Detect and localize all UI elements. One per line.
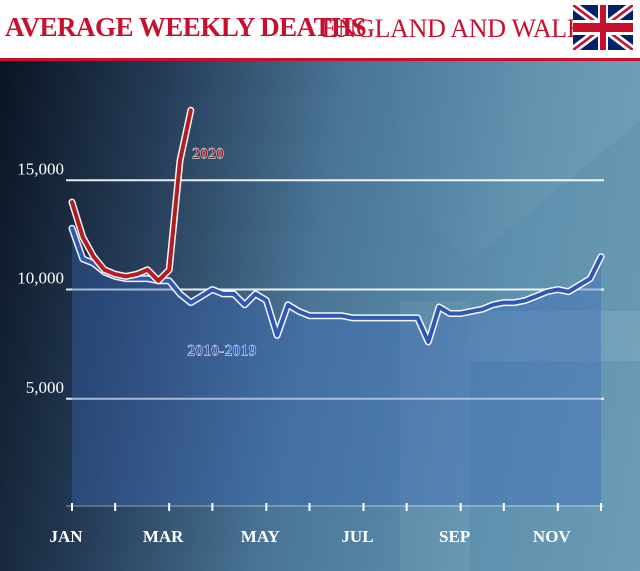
data-point bbox=[189, 301, 193, 305]
data-point bbox=[545, 290, 549, 294]
data-point bbox=[124, 274, 128, 278]
data-point bbox=[567, 290, 571, 294]
data-point bbox=[167, 279, 171, 283]
x-tick-label: SEP bbox=[439, 527, 470, 546]
chart-header: AVERAGE WEEKLY DEATHS ENGLAND AND WALES bbox=[0, 0, 640, 62]
data-point bbox=[372, 316, 376, 320]
data-point bbox=[480, 307, 484, 311]
data-point bbox=[146, 277, 150, 281]
chart-subtitle: ENGLAND AND WALES bbox=[322, 14, 597, 43]
data-point bbox=[329, 314, 333, 318]
data-point bbox=[92, 255, 96, 259]
y-tick-label: 10,000 bbox=[17, 269, 64, 288]
data-point bbox=[502, 301, 506, 305]
data-point bbox=[361, 316, 366, 320]
chart-title: AVERAGE WEEKLY DEATHS bbox=[5, 12, 367, 42]
data-point bbox=[210, 287, 214, 292]
data-point bbox=[307, 314, 312, 318]
data-point bbox=[459, 311, 463, 316]
data-point bbox=[469, 309, 473, 313]
header-divider bbox=[0, 58, 640, 61]
data-point bbox=[577, 283, 582, 287]
series-label-2010-2019: 2010-2019 bbox=[187, 342, 256, 359]
x-tick-label: MAR bbox=[143, 527, 184, 546]
data-point bbox=[286, 303, 290, 307]
data-point bbox=[81, 235, 85, 239]
data-point bbox=[200, 294, 204, 298]
data-point bbox=[394, 316, 398, 320]
data-point bbox=[221, 292, 225, 296]
data-point bbox=[156, 279, 160, 283]
data-point bbox=[534, 294, 538, 298]
data-point bbox=[167, 268, 171, 272]
data-point bbox=[556, 287, 560, 292]
data-point bbox=[243, 303, 247, 307]
data-point bbox=[189, 108, 193, 112]
series-label-2020: 2020 bbox=[192, 146, 224, 163]
data-point bbox=[426, 340, 430, 344]
data-point bbox=[588, 277, 592, 281]
data-point bbox=[297, 309, 301, 313]
series-line-halo bbox=[68, 106, 195, 285]
data-point bbox=[81, 257, 85, 261]
data-point bbox=[232, 292, 236, 296]
data-point bbox=[599, 255, 603, 259]
y-tick-label: 5,000 bbox=[26, 378, 64, 397]
data-point bbox=[415, 316, 420, 320]
data-point bbox=[351, 316, 355, 320]
chart-plot-area: 5,000 10,000 15,000 2010-2019 2020 JAN MAR MA… bbox=[0, 61, 640, 571]
data-point bbox=[405, 316, 409, 320]
x-tick-label: JUL bbox=[341, 527, 373, 546]
data-point bbox=[135, 272, 139, 276]
data-point bbox=[70, 200, 74, 204]
data-point bbox=[113, 272, 117, 276]
data-point bbox=[513, 301, 517, 305]
x-tick-label: JAN bbox=[49, 527, 83, 546]
data-point bbox=[340, 314, 344, 318]
y-tick-label: 15,000 bbox=[17, 159, 64, 178]
data-point bbox=[491, 303, 495, 307]
union-jack-flag-icon bbox=[573, 5, 633, 50]
data-point bbox=[178, 159, 182, 163]
background-flag-decoration bbox=[380, 61, 640, 571]
data-point bbox=[178, 292, 182, 296]
data-point bbox=[102, 268, 106, 272]
data-point bbox=[448, 311, 452, 316]
data-point bbox=[70, 226, 74, 230]
data-point bbox=[318, 314, 322, 318]
data-point bbox=[383, 316, 387, 320]
line-chart: 5,000 10,000 15,000 2010-2019 2020 JAN MAR MA… bbox=[17, 61, 640, 571]
data-point bbox=[437, 305, 441, 309]
data-point bbox=[264, 298, 268, 302]
series-line-2020 bbox=[70, 108, 193, 283]
data-point bbox=[253, 292, 258, 296]
x-tick-label: NOV bbox=[533, 527, 572, 546]
data-point bbox=[146, 268, 150, 272]
x-tick-label: MAY bbox=[241, 527, 280, 546]
data-point bbox=[523, 298, 528, 302]
data-point bbox=[275, 333, 279, 337]
